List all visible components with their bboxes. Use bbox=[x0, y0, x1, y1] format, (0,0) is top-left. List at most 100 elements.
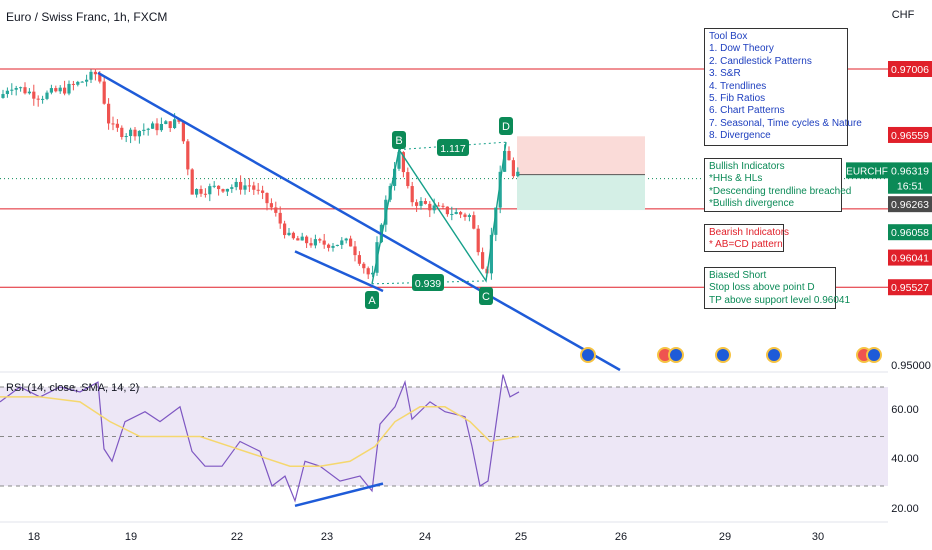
candle-body bbox=[494, 207, 498, 235]
lower-trendline[interactable] bbox=[294, 250, 384, 293]
abcd-pattern[interactable] bbox=[371, 142, 507, 284]
candle-body bbox=[401, 152, 405, 173]
toolbox-line: 3. S&R bbox=[709, 68, 741, 80]
pattern-point-a-label: A bbox=[368, 295, 376, 307]
candle-body bbox=[441, 205, 445, 207]
price-tags: 0.97006 0.96559 0.96319 16:51 0.96263 0.96058… bbox=[846, 61, 932, 296]
event-flag-icon[interactable] bbox=[580, 347, 596, 363]
candle-body bbox=[230, 187, 234, 189]
candle-body bbox=[313, 239, 317, 246]
pattern-point-c-badge[interactable] bbox=[479, 287, 493, 305]
bullish-indicators-note[interactable]: Bullish Indicators *HHs & HLs *Descending … bbox=[704, 158, 851, 212]
rsi-tick: 20.00 bbox=[891, 503, 919, 515]
candle-body bbox=[344, 238, 348, 241]
toolbox-note[interactable]: Tool Box 1. Dow Theory 2. Candlestick Patt… bbox=[704, 28, 862, 146]
candle-body bbox=[146, 128, 150, 130]
candle-body bbox=[459, 212, 463, 215]
candle-body bbox=[291, 232, 295, 239]
candle-body bbox=[445, 206, 449, 215]
price-tag-label: 0.96041 bbox=[891, 253, 929, 265]
candle-body bbox=[327, 244, 331, 248]
event-flag-icon[interactable] bbox=[866, 347, 882, 363]
chart-title: Euro / Swiss Franc, 1h, FXCM bbox=[6, 10, 168, 24]
rsi-pane bbox=[0, 371, 888, 508]
candle-body bbox=[190, 169, 194, 195]
candle-body bbox=[423, 201, 427, 204]
toolbox-line: 7. Seasonal, Time cycles & Nature bbox=[709, 117, 862, 129]
candle-body bbox=[239, 181, 243, 190]
drawings[interactable]: A B C D 1.117 0.939 bbox=[97, 71, 621, 372]
event-flag-icon[interactable] bbox=[766, 347, 782, 363]
candle-body bbox=[186, 141, 190, 170]
candle-body bbox=[142, 129, 146, 131]
candle-body bbox=[256, 189, 260, 191]
candle-body bbox=[98, 74, 102, 82]
candle-body bbox=[489, 234, 493, 274]
candle-body bbox=[234, 181, 238, 188]
symbol-tag-label: EURCHF bbox=[846, 166, 888, 177]
candle-body bbox=[397, 152, 401, 169]
candle-body bbox=[115, 123, 119, 128]
candle-body bbox=[243, 185, 247, 190]
price-tag-label: 0.96559 bbox=[891, 130, 929, 142]
stop-loss-zone[interactable] bbox=[517, 136, 645, 175]
candle-body bbox=[410, 186, 414, 203]
ratio-badge[interactable] bbox=[412, 274, 444, 291]
candle-body bbox=[41, 98, 45, 100]
candle-body bbox=[481, 252, 485, 269]
candle-body bbox=[54, 88, 58, 92]
price-tag-label: 0.96263 bbox=[891, 199, 929, 211]
candle-body bbox=[67, 83, 71, 94]
candle-body bbox=[102, 81, 106, 104]
candle-body bbox=[58, 87, 62, 92]
pattern-point-a-badge[interactable] bbox=[365, 291, 379, 309]
candle-body bbox=[124, 136, 128, 138]
price-tag bbox=[888, 224, 932, 241]
descending-trendline[interactable] bbox=[97, 71, 621, 372]
candle-body bbox=[14, 88, 18, 90]
bias-line: Biased Short bbox=[709, 270, 767, 281]
candle-body bbox=[287, 232, 291, 236]
candle-body bbox=[318, 239, 322, 241]
price-tag-label: 16:51 bbox=[897, 181, 923, 193]
rsi-tick: 60.00 bbox=[891, 404, 919, 416]
event-flag-icon[interactable] bbox=[668, 347, 684, 363]
toolbox-line: 1. Dow Theory bbox=[709, 43, 774, 55]
candle-body bbox=[507, 150, 511, 161]
candle-body bbox=[278, 212, 282, 224]
ratio-badge[interactable] bbox=[437, 139, 469, 156]
rsi-divergence-line bbox=[294, 482, 384, 508]
event-icons[interactable] bbox=[580, 347, 882, 363]
position-zones[interactable] bbox=[517, 136, 645, 211]
candle-body bbox=[221, 189, 225, 192]
take-profit-zone[interactable] bbox=[517, 174, 645, 211]
candle-body bbox=[371, 272, 375, 275]
candle-body bbox=[331, 245, 335, 248]
candle-body bbox=[261, 190, 265, 193]
candle-body bbox=[498, 171, 502, 208]
bear-line: * AB=CD pattern bbox=[709, 239, 783, 251]
pattern-point-d-label: D bbox=[502, 121, 510, 133]
time-label: 23 bbox=[321, 531, 333, 543]
candle-body bbox=[27, 91, 31, 94]
candle-body bbox=[85, 79, 89, 82]
candle-body bbox=[450, 213, 454, 215]
bull-line: Bullish Indicators bbox=[709, 161, 785, 172]
bearish-indicators-note[interactable]: Bearish Indicators * AB=CD pattern bbox=[704, 224, 789, 252]
candle-body bbox=[164, 121, 168, 124]
candle-body bbox=[309, 243, 313, 246]
toolbox-line: Tool Box bbox=[709, 31, 748, 42]
candle-body bbox=[437, 205, 441, 207]
candle-body bbox=[45, 92, 49, 99]
candle-body bbox=[177, 119, 181, 122]
event-flag-icon[interactable] bbox=[715, 347, 731, 363]
pattern-point-b-badge[interactable] bbox=[392, 131, 406, 149]
pattern-point-d-badge[interactable] bbox=[499, 117, 513, 135]
candle-body bbox=[5, 90, 9, 95]
time-label: 19 bbox=[125, 531, 137, 543]
candle-body bbox=[199, 189, 203, 194]
candle-body bbox=[415, 202, 419, 206]
candle-body bbox=[322, 240, 326, 245]
candle-body bbox=[511, 160, 515, 177]
bias-note[interactable]: Biased Short Stop loss above point D TP ab… bbox=[704, 267, 850, 309]
